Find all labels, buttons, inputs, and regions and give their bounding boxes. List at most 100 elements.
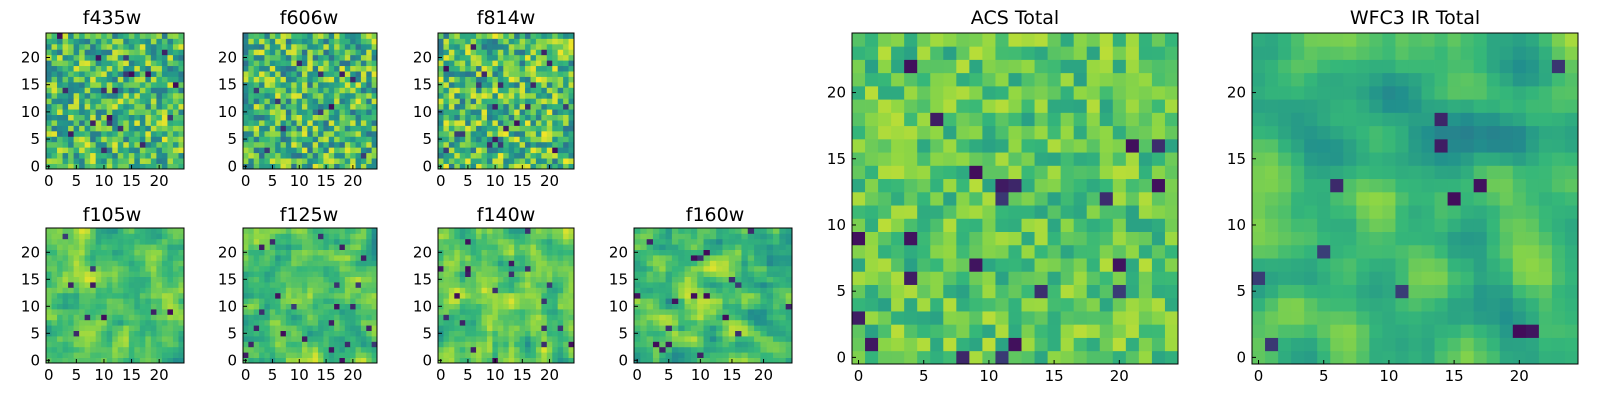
heatmap-cell [264,276,271,283]
heatmap-cell [172,292,179,299]
heatmap-cell [344,81,351,88]
heatmap-cell [766,298,774,304]
heatmap-cell [563,92,569,99]
heatmap-cell [134,130,141,137]
heatmap-cell [318,314,324,321]
heatmap-cell [296,92,303,99]
heatmap-cell [112,49,119,56]
heatmap-cell [307,103,314,110]
heatmap-cell [535,298,542,304]
heatmap-cell [248,309,255,315]
heatmap-cell [735,341,742,348]
x-tick-label: 15 [122,366,141,384]
heatmap-cell [167,98,174,105]
heatmap-cell [51,346,58,353]
heatmap-cell [172,271,179,277]
heatmap-cell [68,309,74,315]
heatmap-cell [535,76,542,83]
heatmap-cell [117,60,124,67]
heatmap-cell [503,255,510,261]
heatmap-cell [139,238,146,245]
heatmap-cell [1047,178,1062,193]
heatmap-cell [334,319,340,326]
heatmap-cell [1138,231,1153,246]
heatmap-cell [557,54,564,61]
heatmap-cell [57,228,63,234]
heatmap-cell [917,125,931,140]
heatmap-cell [541,341,548,348]
heatmap-cell [709,260,717,267]
heatmap-cell [1021,297,1035,312]
heatmap-cell [101,325,108,331]
heatmap-cell [57,49,63,56]
heatmap-cell [172,60,179,67]
heatmap-cell [150,303,157,310]
heatmap-cell [366,120,373,126]
heatmap-cell [557,114,564,121]
heatmap-cell [51,33,58,39]
heatmap-cell [112,125,119,132]
heatmap-cell [323,141,330,148]
heatmap-cell [1008,205,1022,219]
heatmap-cell [339,92,346,99]
heatmap-cell [1151,284,1166,299]
heatmap-cell [371,114,378,121]
heatmap-cell [982,297,996,312]
heatmap-cell [328,314,335,321]
heatmap-cell [678,336,685,342]
heatmap-cell [530,92,537,99]
heatmap-cell [852,271,866,285]
heatmap-cell [301,319,308,326]
heatmap-cell [690,233,698,240]
heatmap-cell [497,147,504,154]
heatmap-cell [497,276,504,283]
heatmap-cell [366,292,373,299]
heatmap-cell [492,147,499,154]
heatmap-cell [344,357,351,364]
heatmap-cell [68,298,74,304]
heatmap-cell [640,276,648,283]
heatmap-cell [275,346,281,353]
heatmap-cell [156,325,163,331]
heatmap-cell [323,325,330,331]
heatmap-cell [95,54,102,61]
heatmap-cell [167,276,174,283]
heatmap-cell [530,292,537,299]
heatmap-cell [728,287,736,294]
heatmap-cell [557,238,564,245]
heatmap-cell [371,49,378,56]
heatmap-cell [360,158,367,164]
heatmap-cell [568,238,575,245]
heatmap-cell [145,81,152,88]
heatmap-cell [366,233,373,240]
heatmap-cell [84,282,91,288]
heatmap-cell [301,346,308,353]
heatmap-cell [112,260,119,267]
heatmap-cell [1151,350,1166,365]
heatmap-cell [355,265,362,272]
heatmap-cell [1164,284,1179,299]
heatmap-cell [760,287,768,294]
heatmap-cell [459,298,466,304]
heatmap-cell [323,260,330,267]
heatmap-cell [285,330,292,337]
heatmap-cell [167,136,174,143]
heatmap-cell [150,233,157,240]
heatmap-cell [253,49,260,56]
heatmap-cell [454,325,461,331]
heatmap-cell [150,346,157,353]
heatmap-cell [57,319,63,326]
heatmap-cell [243,60,249,67]
heatmap-cell [128,81,135,88]
heatmap-cell [519,92,526,99]
heatmap-cell [634,352,641,358]
heatmap-cell [280,65,287,72]
heatmap-cell [123,228,130,234]
heatmap-cell [497,244,504,250]
heatmap-cell [253,65,260,72]
heatmap-cell [355,357,362,364]
heatmap-cell [84,309,91,315]
heatmap-cell [728,341,736,348]
heatmap-cell [253,81,260,88]
heatmap-cell [1138,125,1153,140]
